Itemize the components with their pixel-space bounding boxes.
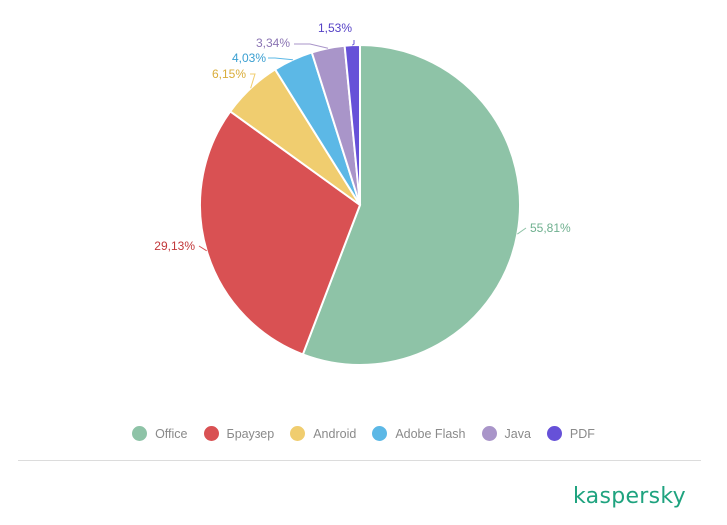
legend-swatch: [546, 426, 562, 441]
chart-legend: Office Браузер Android Adobe Flash Java PDF: [0, 426, 727, 441]
legend-swatch: [481, 426, 497, 441]
data-label-браузер: 29,13%: [154, 239, 195, 253]
data-label-adobe-flash: 4,03%: [232, 51, 266, 65]
data-label-pdf: 1,53%: [318, 21, 352, 35]
legend-swatch: [290, 426, 306, 441]
legend-swatch: [132, 426, 148, 441]
pie-chart: 55,81% 29,13% 6,15% 4,03%3,34% 1,53%: [154, 21, 571, 366]
legend-label: Adobe Flash: [395, 426, 466, 441]
legend-item-office: Office: [132, 426, 188, 441]
legend-item-java: Java: [481, 426, 531, 441]
legend-label: Android: [313, 426, 357, 441]
divider: [18, 460, 701, 461]
legend-swatch: [203, 426, 219, 441]
data-label-android: 6,15%: [212, 67, 246, 81]
legend-label: Office: [155, 426, 188, 441]
pie-slice-браузер: [199, 109, 362, 356]
leader-line-pdf: [352, 40, 355, 46]
legend-label: Браузер: [226, 426, 275, 441]
legend-label: Java: [504, 426, 531, 441]
leader-line-adobe-flash: [268, 57, 293, 61]
legend-swatch: [372, 426, 388, 441]
leader-line-java: [294, 43, 329, 49]
legend-item-android: Android: [290, 426, 356, 441]
legend-item-adobe-flash: Adobe Flash: [372, 426, 466, 441]
legend-item-pdf: PDF: [546, 426, 595, 441]
legend-label: PDF: [569, 426, 595, 441]
leader-line-браузер: [198, 245, 207, 252]
pie-slice-office: [301, 43, 521, 366]
data-label-java: 3,34%: [256, 36, 290, 50]
leader-line-office: [517, 227, 527, 235]
legend-item-браузер: Браузер: [203, 426, 275, 441]
leader-line-android: [250, 73, 256, 89]
data-label-office: 55,81%: [530, 221, 571, 235]
kaspersky-logo: kaspersky: [573, 484, 686, 509]
